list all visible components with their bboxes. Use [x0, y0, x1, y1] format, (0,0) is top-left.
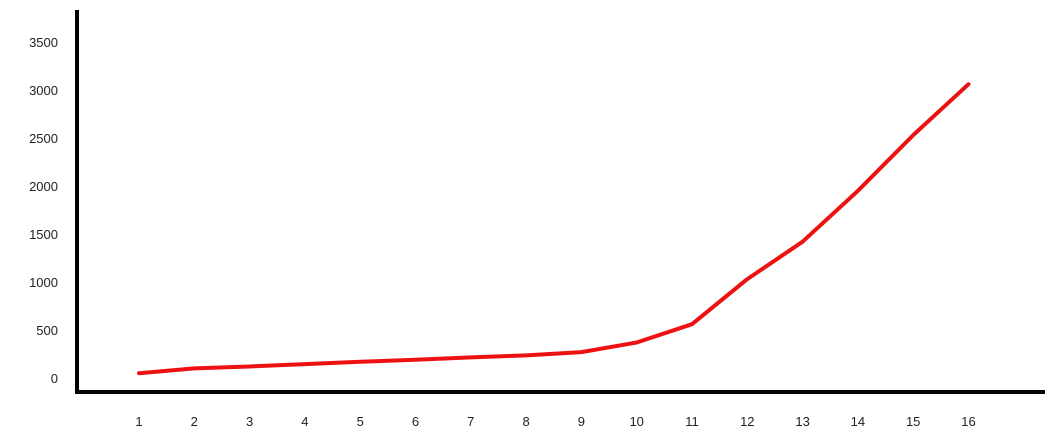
y-axis-tick-labels: 0 500 1000 1500 2000 2500 3000 3500 [29, 35, 58, 386]
x-tick-label: 14 [851, 414, 865, 429]
x-tick-label: 9 [578, 414, 585, 429]
x-tick-label: 1 [135, 414, 142, 429]
x-tick-label: 4 [301, 414, 308, 429]
x-tick-label: 8 [522, 414, 529, 429]
x-tick-label: 11 [685, 414, 699, 429]
y-tick-label: 500 [36, 323, 58, 338]
y-tick-label: 2000 [29, 179, 58, 194]
x-tick-label: 10 [629, 414, 643, 429]
y-tick-label: 1500 [29, 227, 58, 242]
y-tick-label: 1000 [29, 275, 58, 290]
y-tick-label: 2500 [29, 131, 58, 146]
x-tick-label: 12 [740, 414, 754, 429]
series-line [137, 82, 971, 376]
x-tick-label: 5 [357, 414, 364, 429]
x-tick-label: 2 [191, 414, 198, 429]
x-axis-tick-labels: 1 2 3 4 5 6 7 8 9 10 11 12 13 14 15 16 [135, 414, 975, 429]
x-tick-label: 3 [246, 414, 253, 429]
y-tick-label: 3500 [29, 35, 58, 50]
x-tick-label: 6 [412, 414, 419, 429]
x-tick-label: 16 [961, 414, 975, 429]
series-layer [137, 82, 971, 376]
x-tick-label: 7 [467, 414, 474, 429]
y-tick-label: 0 [51, 371, 58, 386]
x-tick-label: 15 [906, 414, 920, 429]
y-tick-label: 3000 [29, 83, 58, 98]
x-tick-label: 13 [795, 414, 809, 429]
